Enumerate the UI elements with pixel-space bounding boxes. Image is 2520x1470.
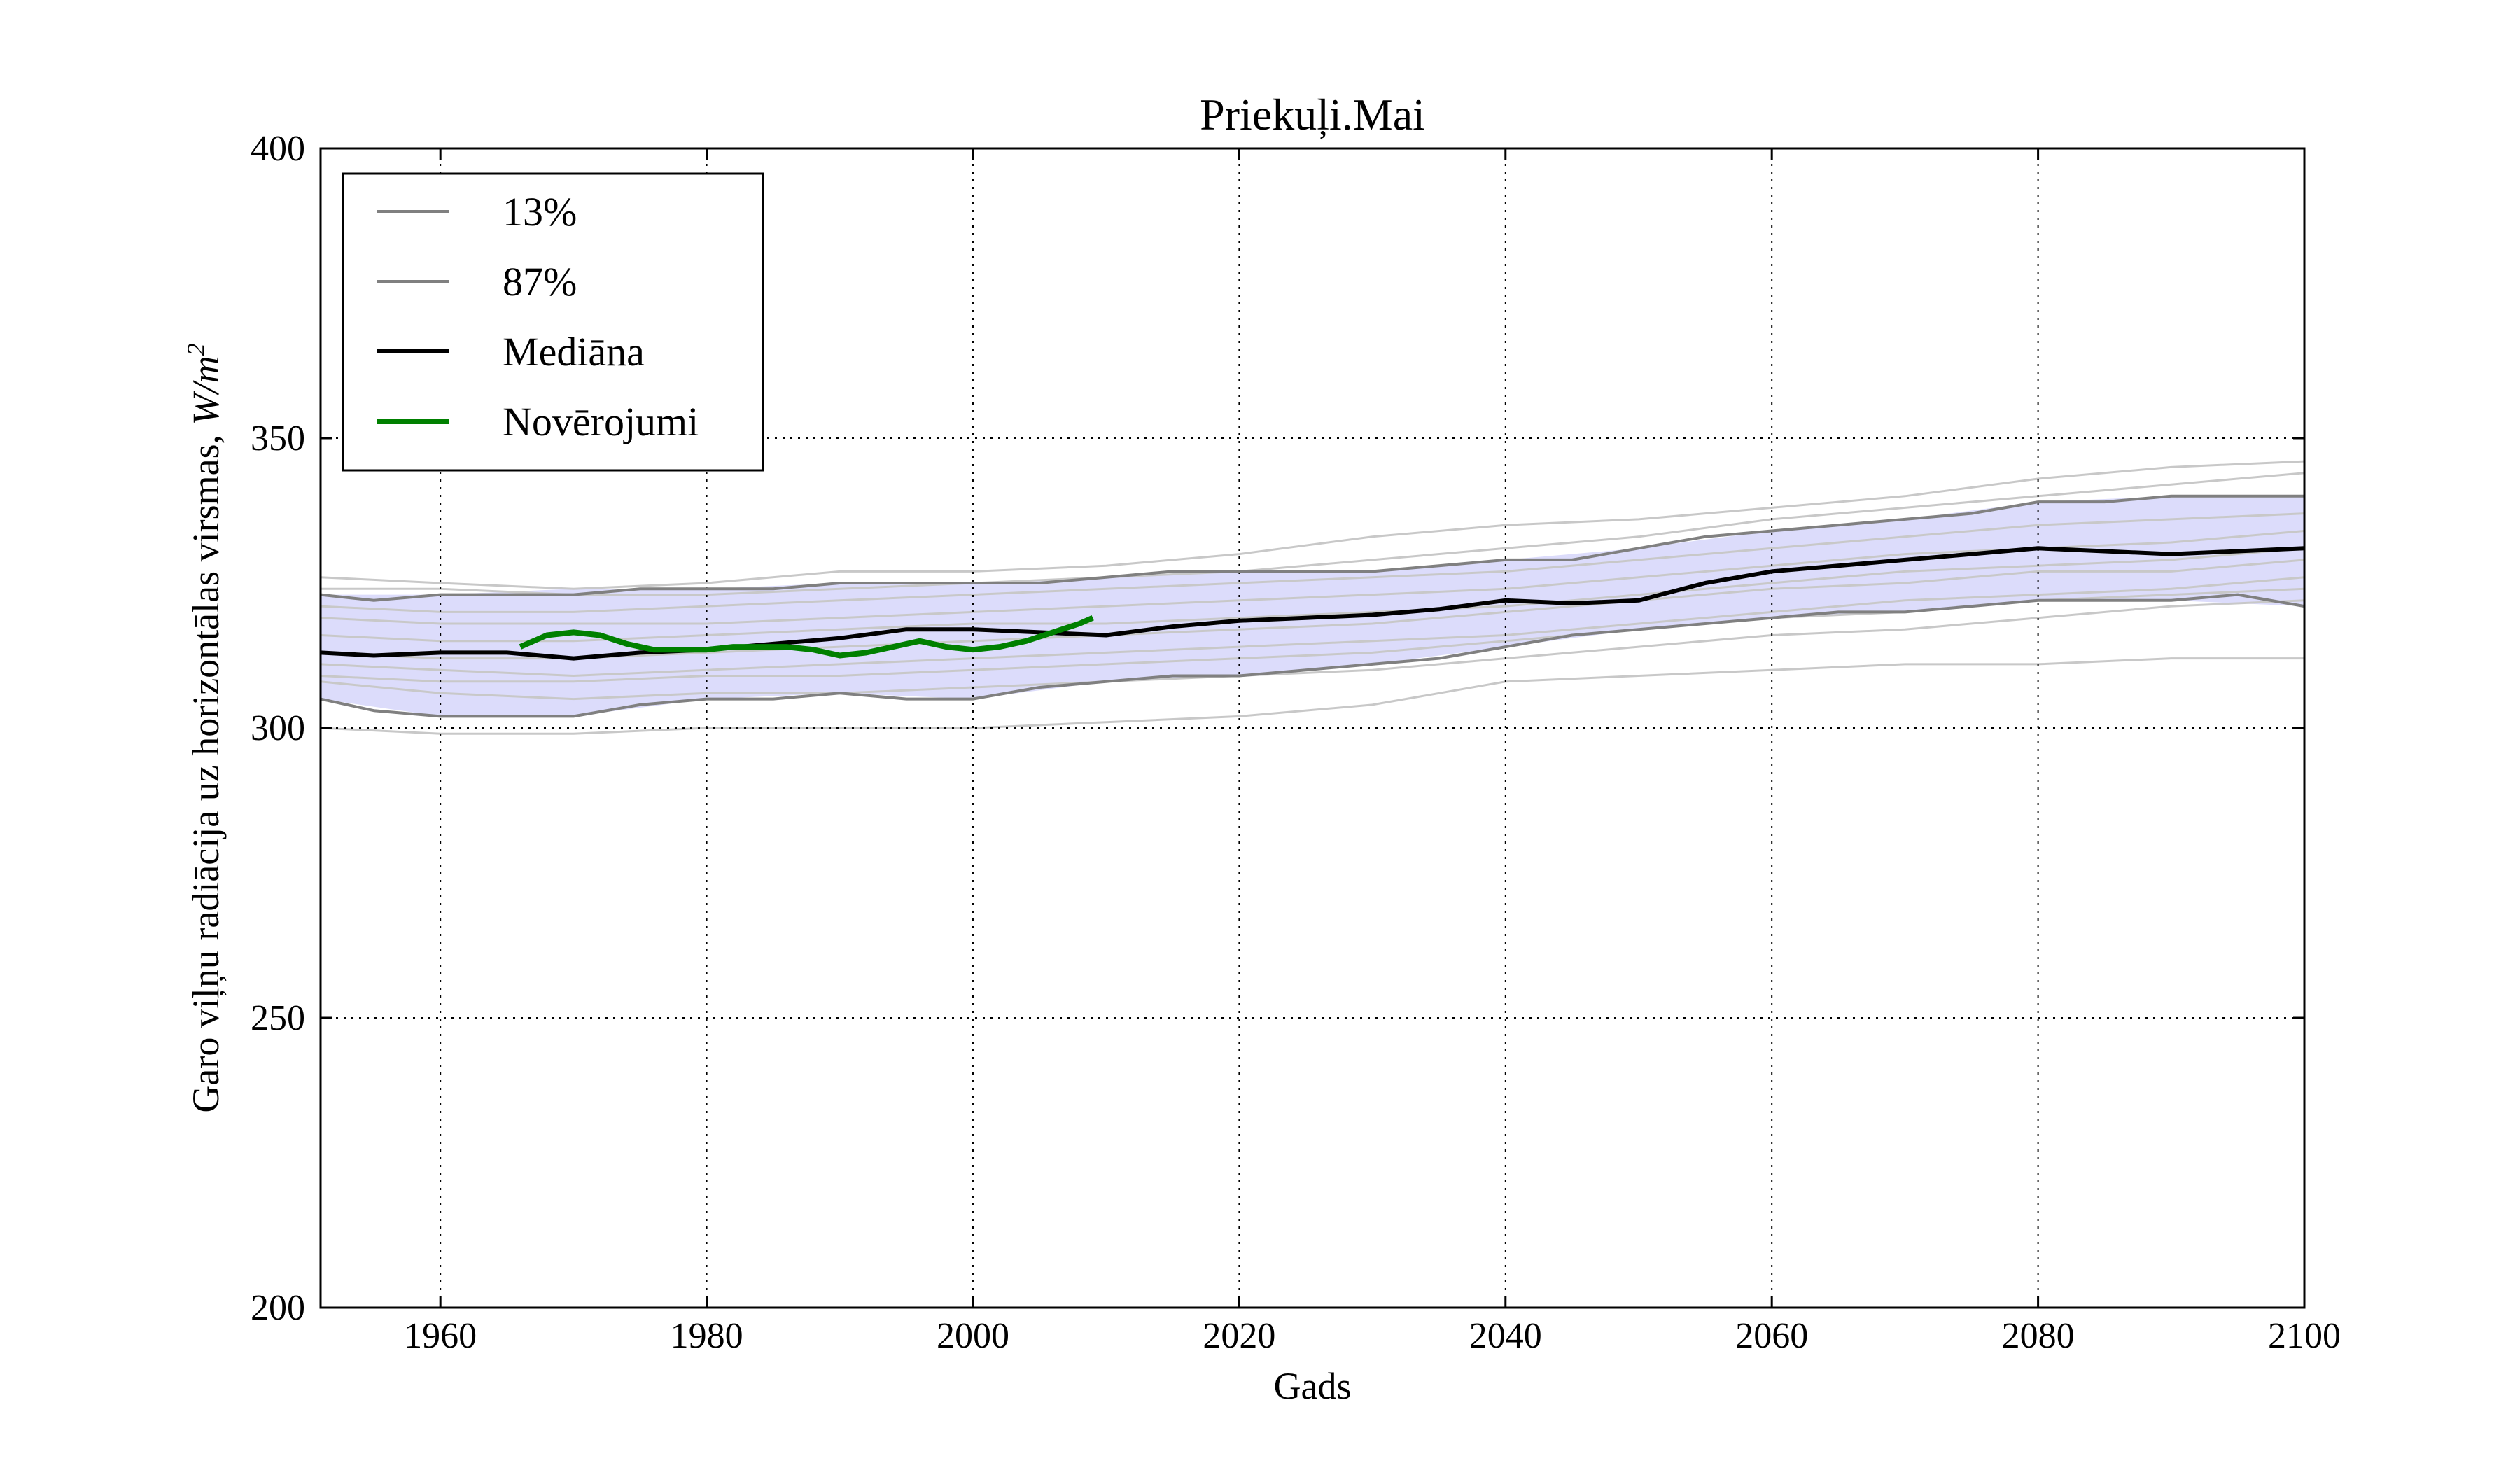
y-axis-label: Garo viļņu radiācija uz horizontālas vir… xyxy=(182,343,227,1112)
y-tick-label: 350 xyxy=(251,419,305,458)
x-tick-label: 2080 xyxy=(2002,1316,2075,1356)
x-tick-label: 1960 xyxy=(404,1316,477,1356)
uncertainty-band-layer xyxy=(321,496,2304,717)
x-tick-label: 2040 xyxy=(1469,1316,1542,1356)
series-line xyxy=(320,593,2305,718)
y-tick-label: 300 xyxy=(251,708,305,748)
legend-entries: 13% 87% Mediāna Novērojumi xyxy=(377,189,699,444)
legend-label: Mediāna xyxy=(503,329,645,374)
ensemble-member-line xyxy=(320,599,2305,701)
x-tick-label: 2100 xyxy=(2268,1316,2341,1356)
y-tick-label: 250 xyxy=(251,998,305,1038)
ensemble-member-line xyxy=(320,460,2305,590)
x-axis-label: Gads xyxy=(1274,1365,1352,1407)
x-tick-label: 1980 xyxy=(671,1316,743,1356)
y-tick-label: 400 xyxy=(251,129,305,169)
y-axis-label-unit: W/m xyxy=(185,356,227,425)
x-tick-label: 2060 xyxy=(1735,1316,1808,1356)
series-line xyxy=(519,615,1094,659)
ensemble-member-line xyxy=(320,512,2305,613)
legend-label: 87% xyxy=(503,259,577,304)
ensemble-member-line xyxy=(321,472,2305,596)
x-tick-labels: 1960 1980 2000 2020 2040 2060 2080 2100 xyxy=(404,1316,2341,1356)
series-lines xyxy=(320,494,2305,718)
legend-label: Novērojumi xyxy=(503,399,699,444)
x-tick-label: 2000 xyxy=(937,1316,1009,1356)
y-tick-label: 200 xyxy=(251,1288,305,1328)
x-tick-label: 2020 xyxy=(1203,1316,1275,1356)
ensemble-member-line xyxy=(320,576,2305,678)
y-tick-labels: 200 250 300 350 400 xyxy=(251,129,305,1328)
y-axis-label-text: Garo viļņu radiācija uz horizontālas vir… xyxy=(185,425,227,1112)
ensemble-member-line xyxy=(320,657,2304,735)
legend: 13% 87% Mediāna Novērojumi xyxy=(342,172,764,472)
series-line xyxy=(320,546,2305,661)
axis-ticks xyxy=(321,147,2306,1309)
ensemble-member-line xyxy=(320,547,2305,643)
ensemble-member-lines xyxy=(320,460,2305,735)
chart-title: Priekuļi.Mai xyxy=(1200,90,1425,139)
legend-label: 13% xyxy=(503,189,577,234)
ensemble-member-line xyxy=(320,559,2305,660)
series-line xyxy=(320,494,2304,602)
ensemble-member-line xyxy=(320,530,2305,625)
plot-area xyxy=(320,148,2305,1308)
uncertainty-band xyxy=(321,496,2304,717)
y-axis-label-unit-exponent: 2 xyxy=(182,343,210,356)
